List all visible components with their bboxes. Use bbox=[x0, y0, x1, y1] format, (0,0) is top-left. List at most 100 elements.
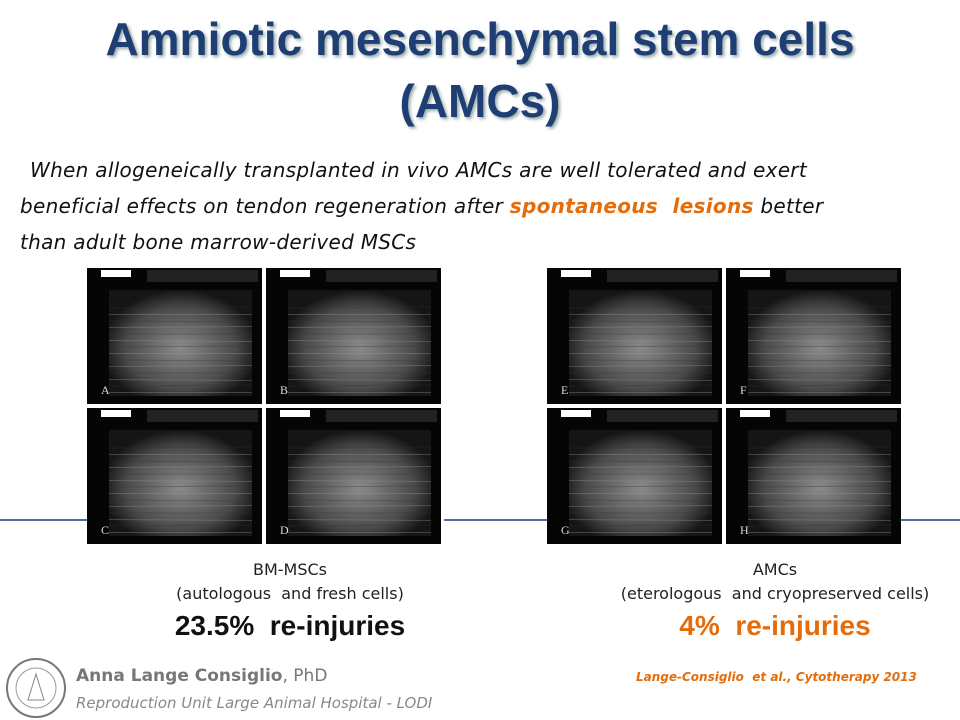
logo bbox=[6, 658, 66, 718]
texture bbox=[747, 359, 892, 362]
caption: BM-MSCs bbox=[252, 560, 328, 579]
texture bbox=[568, 460, 713, 463]
ultrasound-image: G bbox=[547, 408, 722, 544]
panel-label: E bbox=[561, 383, 568, 397]
texture bbox=[747, 499, 892, 502]
scan-area bbox=[569, 430, 712, 536]
body-text: beneficial effects on tendon regeneratio… bbox=[20, 194, 823, 218]
scan-area bbox=[748, 290, 891, 396]
panel-label: D bbox=[280, 523, 289, 537]
panel-label: B bbox=[280, 383, 288, 397]
header-bar bbox=[147, 410, 258, 422]
texture bbox=[568, 446, 713, 449]
texture bbox=[747, 320, 892, 323]
panel-label: C bbox=[101, 523, 109, 537]
texture bbox=[568, 326, 713, 328]
texture bbox=[108, 326, 253, 328]
header-box bbox=[740, 410, 770, 417]
texture bbox=[747, 460, 892, 463]
texture bbox=[568, 320, 713, 323]
texture bbox=[287, 485, 432, 488]
texture bbox=[747, 485, 892, 488]
reference: Lange-Consiglio et al., Cytotherapy 2013 bbox=[636, 670, 917, 684]
scan-area bbox=[748, 430, 891, 536]
ultrasound-image: D bbox=[266, 408, 441, 544]
caption: AMCs bbox=[752, 560, 798, 579]
texture bbox=[287, 365, 432, 367]
texture bbox=[568, 524, 713, 527]
texture bbox=[568, 480, 713, 482]
texture bbox=[568, 359, 713, 362]
texture bbox=[568, 365, 713, 367]
texture bbox=[568, 379, 713, 381]
texture bbox=[568, 340, 713, 342]
texture bbox=[108, 340, 253, 342]
scan-area bbox=[109, 430, 252, 536]
texture bbox=[747, 524, 892, 527]
texture bbox=[287, 340, 432, 342]
header-bar bbox=[607, 270, 718, 282]
rule bbox=[444, 519, 547, 521]
scan-area bbox=[109, 290, 252, 396]
texture bbox=[287, 359, 432, 362]
body-text: than adult bone marrow-derived MSCs bbox=[20, 230, 417, 254]
ultrasound-image: C bbox=[87, 408, 262, 544]
texture bbox=[287, 499, 432, 502]
header-bar bbox=[607, 410, 718, 422]
texture bbox=[108, 446, 253, 449]
texture bbox=[287, 466, 432, 468]
body-text: better bbox=[760, 194, 824, 218]
texture bbox=[108, 485, 253, 488]
texture bbox=[287, 460, 432, 463]
scan-area bbox=[569, 290, 712, 396]
texture bbox=[568, 505, 713, 507]
texture bbox=[747, 505, 892, 507]
ultrasound-image: H bbox=[726, 408, 901, 544]
texture bbox=[568, 466, 713, 468]
texture bbox=[287, 524, 432, 527]
header-bar bbox=[786, 270, 897, 282]
texture bbox=[747, 306, 892, 309]
header-bar bbox=[786, 410, 897, 422]
texture bbox=[108, 460, 253, 463]
texture bbox=[568, 384, 713, 387]
texture bbox=[287, 519, 432, 521]
texture bbox=[747, 365, 892, 367]
texture bbox=[747, 480, 892, 482]
texture bbox=[287, 345, 432, 348]
texture bbox=[108, 345, 253, 348]
texture bbox=[108, 505, 253, 507]
title: (AMCs) bbox=[399, 75, 561, 127]
caption: (eterologous and cryopreserved cells) bbox=[620, 584, 930, 603]
highlight: spontaneous lesions bbox=[509, 194, 754, 218]
header-box bbox=[561, 270, 591, 277]
header-bar bbox=[147, 270, 258, 282]
texture bbox=[747, 384, 892, 387]
author: Anna Lange Consiglio, PhD bbox=[76, 666, 327, 686]
texture bbox=[747, 345, 892, 348]
rule bbox=[901, 519, 960, 521]
author-name: Anna Lange Consiglio bbox=[76, 666, 283, 686]
header-box bbox=[740, 270, 770, 277]
header-box bbox=[561, 410, 591, 417]
body-text: When allogeneically transplanted in vivo… bbox=[30, 158, 807, 182]
result: 4% re-injuries bbox=[679, 610, 871, 641]
texture bbox=[568, 306, 713, 309]
ultrasound-image: B bbox=[266, 268, 441, 404]
header-box bbox=[101, 410, 131, 417]
panel-label: H bbox=[740, 523, 749, 537]
panel-label: F bbox=[740, 383, 747, 397]
panel-label: G bbox=[561, 523, 570, 537]
texture bbox=[747, 340, 892, 342]
texture bbox=[108, 499, 253, 502]
title: Amniotic mesenchymal stem cells bbox=[105, 13, 855, 65]
texture bbox=[568, 345, 713, 348]
texture bbox=[108, 519, 253, 521]
texture bbox=[108, 466, 253, 468]
affiliation: Reproduction Unit Large Animal Hospital … bbox=[76, 694, 433, 712]
texture bbox=[568, 499, 713, 502]
scan-area bbox=[288, 430, 431, 536]
texture bbox=[287, 480, 432, 482]
caption: (autologous and fresh cells) bbox=[176, 584, 404, 603]
